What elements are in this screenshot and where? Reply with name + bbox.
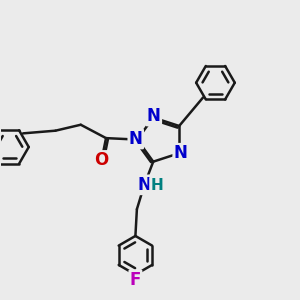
Text: F: F	[130, 271, 141, 289]
Text: O: O	[94, 152, 109, 169]
Text: N: N	[174, 144, 188, 162]
Text: N: N	[129, 130, 143, 148]
Text: N: N	[137, 176, 151, 194]
Text: N: N	[147, 107, 161, 125]
Text: H: H	[150, 178, 163, 193]
